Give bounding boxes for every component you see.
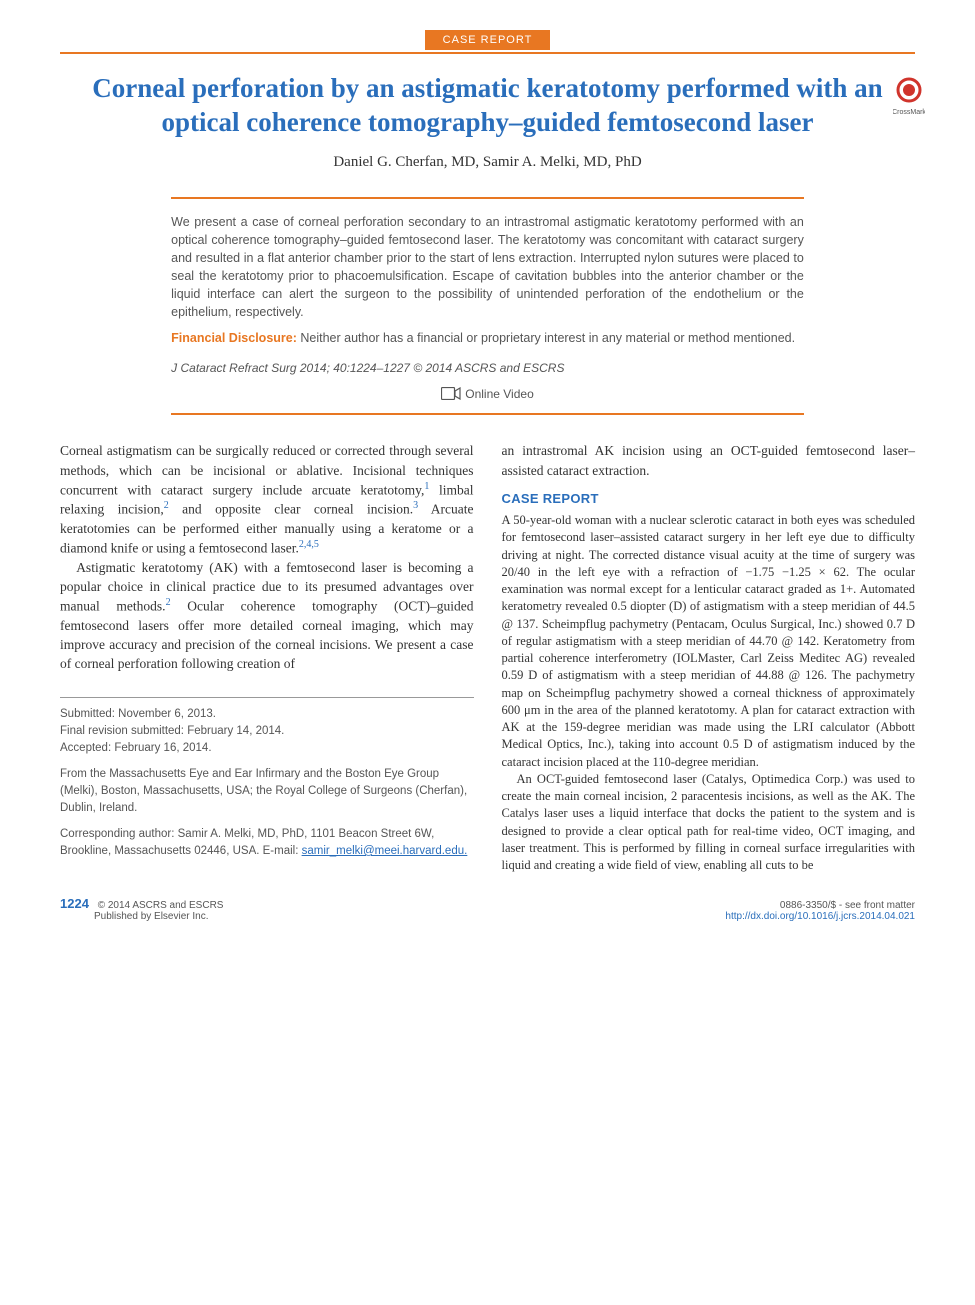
affiliations: From the Massachusetts Eye and Ear Infir… xyxy=(60,766,474,816)
section-badge-wrap: CASE REPORT xyxy=(60,30,915,50)
submission-dates: Submitted: November 6, 2013. Final revis… xyxy=(60,706,474,756)
svg-text:CrossMark: CrossMark xyxy=(893,109,925,116)
page-number: 1224 xyxy=(60,896,89,911)
footer-right: 0886-3350/$ - see front matter http://dx… xyxy=(725,900,915,922)
left-column: Corneal astigmatism can be surgically re… xyxy=(60,441,474,874)
online-video-row[interactable]: Online Video xyxy=(171,381,804,413)
body-p1: Corneal astigmatism can be surgically re… xyxy=(60,441,474,557)
article-title: Corneal perforation by an astigmatic ker… xyxy=(60,72,915,140)
footer-copyright: © 2014 ASCRS and ESCRS xyxy=(98,900,224,911)
body-p2: Astigmatic keratotomy (AK) with a femtos… xyxy=(60,558,474,673)
footer-left: 1224 © 2014 ASCRS and ESCRS Published by… xyxy=(60,896,223,922)
top-rule xyxy=(60,52,915,54)
abstract-box: We present a case of corneal perforation… xyxy=(171,197,804,416)
ref-245[interactable]: 2,4,5 xyxy=(299,539,319,550)
footer-publisher: Published by Elsevier Inc. xyxy=(94,911,209,922)
submitted-date: Submitted: November 6, 2013. xyxy=(60,706,474,723)
intro-continuation: an intrastromal AK incision using an OCT… xyxy=(502,441,916,479)
authors: Daniel G. Cherfan, MD, Samir A. Melki, M… xyxy=(60,154,915,171)
article-meta: Submitted: November 6, 2013. Final revis… xyxy=(60,697,474,859)
case-p2: An OCT-guided femtosecond laser (Catalys… xyxy=(502,771,916,875)
fin-disc-text: Neither author has a financial or propri… xyxy=(297,331,795,345)
revised-date: Final revision submitted: February 14, 2… xyxy=(60,723,474,740)
citation: J Cataract Refract Surg 2014; 40:1224–12… xyxy=(171,355,804,381)
two-column-body: Corneal astigmatism can be surgically re… xyxy=(60,441,915,874)
fin-disc-label: Financial Disclosure: xyxy=(171,331,297,345)
financial-disclosure: Financial Disclosure: Neither author has… xyxy=(171,329,804,347)
section-badge: CASE REPORT xyxy=(425,30,551,50)
page-footer: 1224 © 2014 ASCRS and ESCRS Published by… xyxy=(60,896,915,922)
p1c: and opposite clear corneal incision. xyxy=(169,502,413,517)
footer-issn: 0886-3350/$ - see front matter xyxy=(725,900,915,911)
case-report-heading: CASE REPORT xyxy=(502,490,916,508)
case-p1: A 50-year-old woman with a nuclear scler… xyxy=(502,512,916,771)
crossmark-icon[interactable]: CrossMark xyxy=(893,76,925,116)
title-block: Corneal perforation by an astigmatic ker… xyxy=(60,72,915,140)
p1a: Corneal astigmatism can be surgically re… xyxy=(60,443,474,497)
abstract-text: We present a case of corneal perforation… xyxy=(171,213,804,322)
corr-email-link[interactable]: samir_melki@meei.harvard.edu. xyxy=(302,845,468,857)
abstract-body: We present a case of corneal perforation… xyxy=(171,199,804,356)
right-column: an intrastromal AK incision using an OCT… xyxy=(502,441,916,874)
video-icon xyxy=(441,387,461,403)
abstract-bottom-rule xyxy=(171,413,804,415)
corresponding-author: Corresponding author: Samir A. Melki, MD… xyxy=(60,826,474,859)
footer-doi-link[interactable]: http://dx.doi.org/10.1016/j.jcrs.2014.04… xyxy=(725,911,915,922)
online-video-label: Online Video xyxy=(465,388,534,402)
accepted-date: Accepted: February 16, 2014. xyxy=(60,740,474,757)
